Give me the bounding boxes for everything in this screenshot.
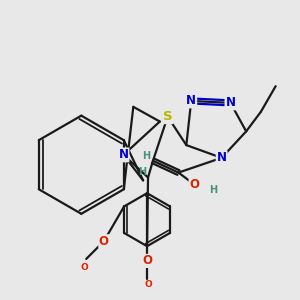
Text: O: O	[145, 280, 152, 289]
Text: N: N	[217, 152, 226, 164]
Text: H: H	[138, 167, 146, 177]
Text: O: O	[81, 263, 88, 272]
Text: H: H	[142, 152, 151, 161]
Text: N: N	[118, 148, 128, 161]
Text: O: O	[189, 178, 199, 191]
Text: S: S	[163, 110, 172, 123]
Text: N: N	[226, 96, 236, 110]
Text: O: O	[99, 235, 109, 248]
Text: H: H	[209, 185, 217, 195]
Text: N: N	[186, 94, 196, 107]
Text: O: O	[142, 254, 152, 267]
